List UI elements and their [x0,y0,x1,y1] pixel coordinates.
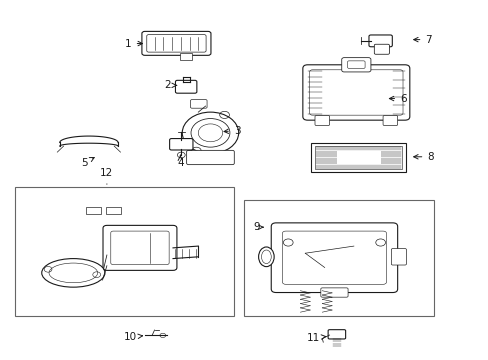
FancyBboxPatch shape [390,249,406,265]
FancyBboxPatch shape [382,116,397,126]
Text: 11: 11 [306,333,325,343]
Bar [336,151,380,164]
Text: 9: 9 [253,222,263,232]
FancyBboxPatch shape [146,35,205,52]
Text: 6: 6 [388,94,406,104]
Ellipse shape [258,247,274,267]
FancyBboxPatch shape [103,225,177,270]
FancyBboxPatch shape [341,58,370,72]
FancyBboxPatch shape [282,231,386,284]
Bar [244,200,433,316]
Bar [106,207,120,214]
Bar [15,187,233,316]
Bar [179,53,191,60]
FancyBboxPatch shape [142,31,210,55]
FancyBboxPatch shape [368,35,391,47]
FancyBboxPatch shape [175,80,197,93]
Bar [315,146,402,169]
Text: 2: 2 [163,80,176,90]
FancyBboxPatch shape [190,100,206,108]
FancyBboxPatch shape [327,330,345,339]
FancyBboxPatch shape [314,116,329,126]
FancyBboxPatch shape [347,61,365,68]
FancyBboxPatch shape [309,70,402,115]
Ellipse shape [49,263,98,283]
Ellipse shape [41,258,105,287]
Text: 12: 12 [100,168,113,184]
FancyBboxPatch shape [186,150,234,165]
FancyBboxPatch shape [373,44,388,54]
Bar [86,207,101,214]
Text: 3: 3 [224,126,240,136]
FancyBboxPatch shape [169,139,193,150]
FancyBboxPatch shape [271,223,397,293]
FancyBboxPatch shape [320,288,347,297]
Text: 10: 10 [123,332,142,342]
Text: 1: 1 [125,39,142,49]
Text: 5: 5 [81,158,94,168]
FancyBboxPatch shape [302,65,409,120]
Ellipse shape [261,250,271,264]
Text: 7: 7 [413,35,431,45]
Text: 4: 4 [177,155,183,168]
Text: 8: 8 [413,152,433,162]
FancyBboxPatch shape [111,231,169,265]
Bar [311,143,406,172]
